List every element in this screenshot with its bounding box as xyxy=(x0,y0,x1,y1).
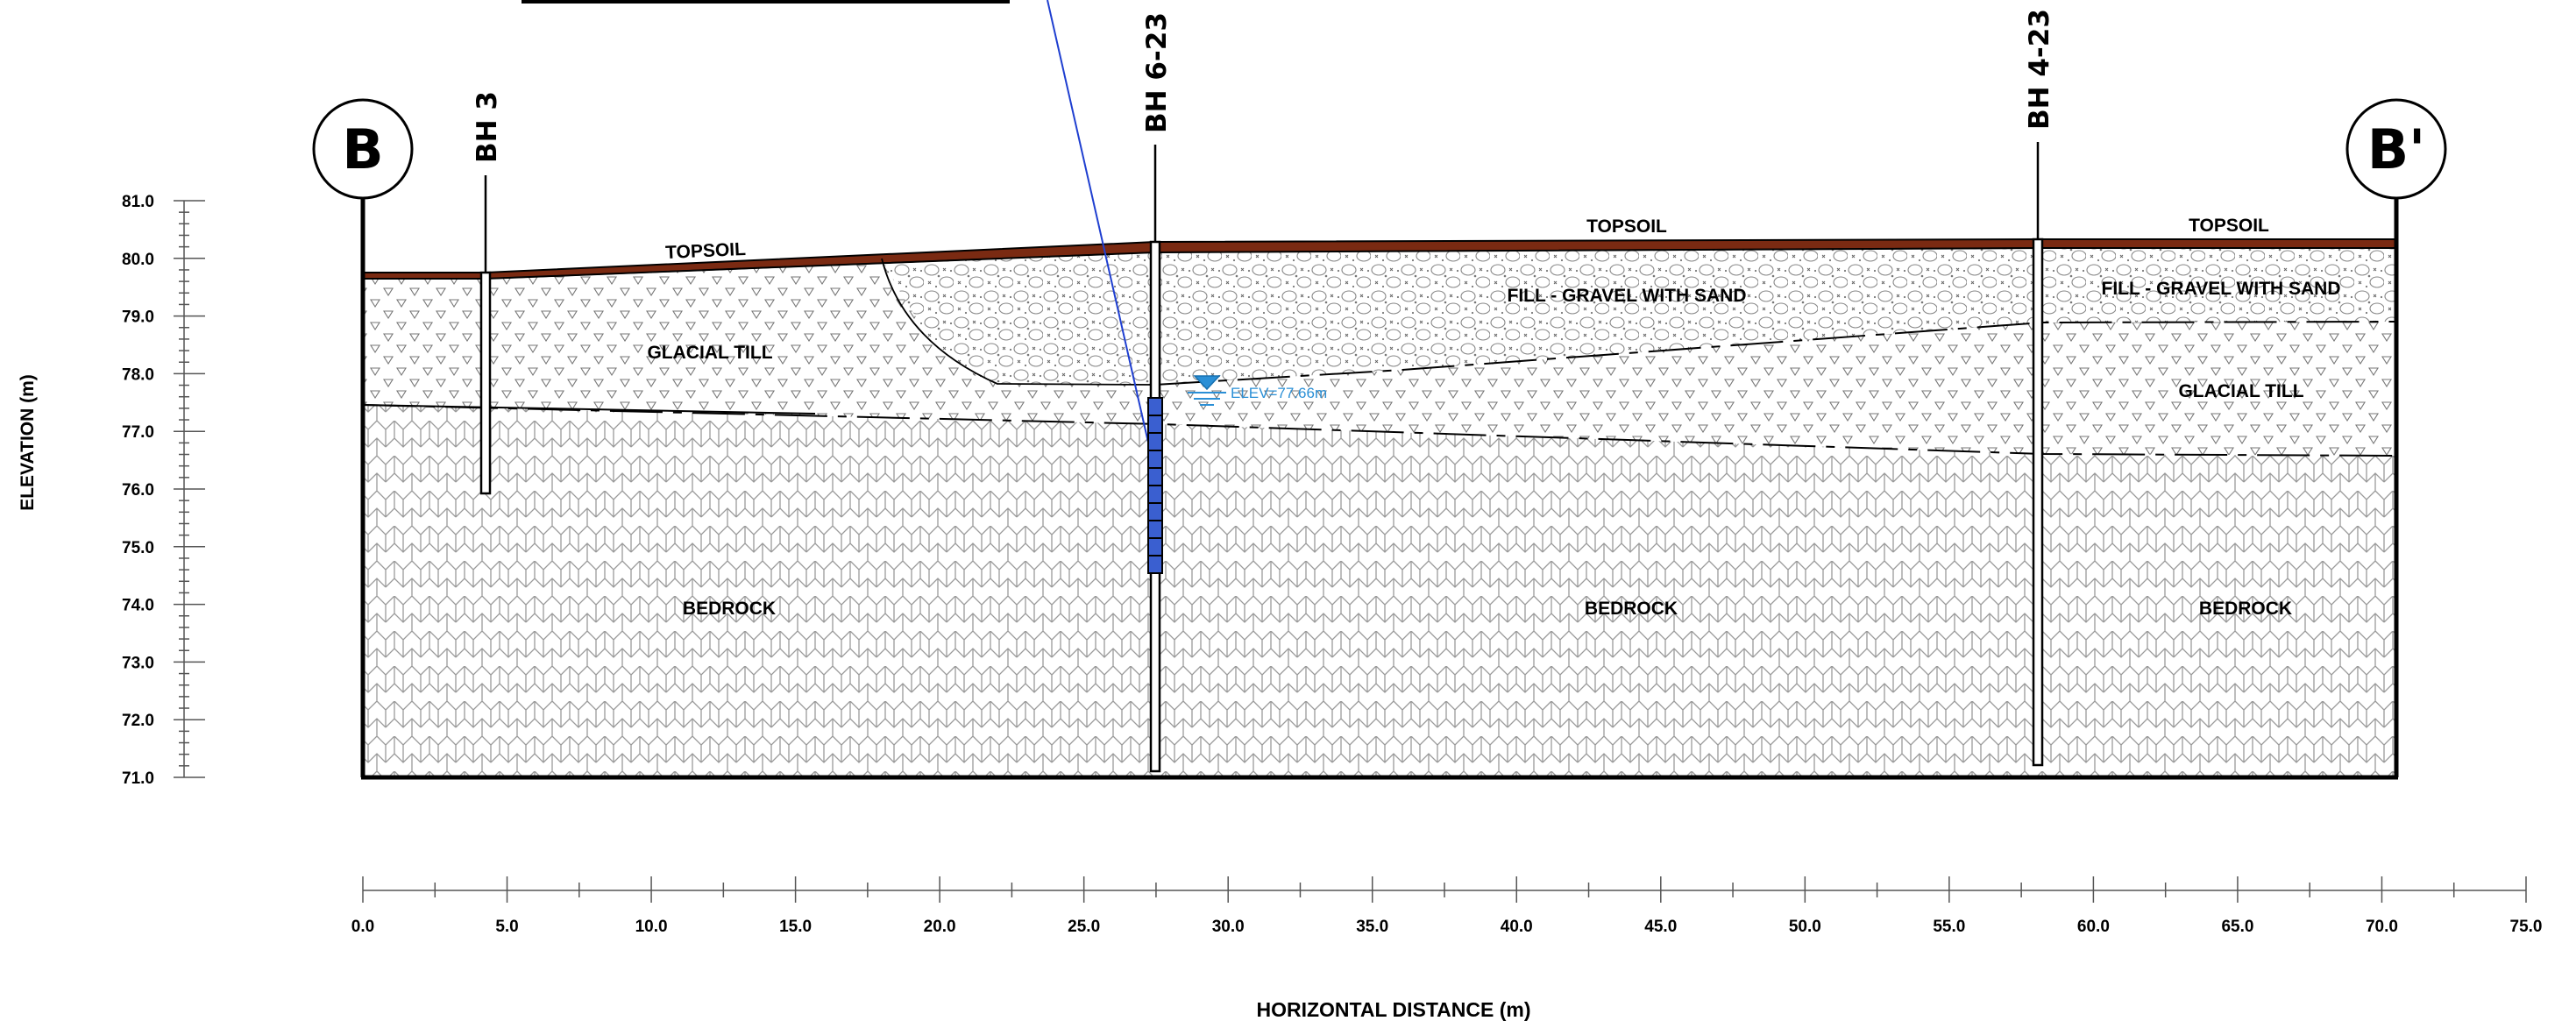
layer-label-bedrock: BEDROCK xyxy=(2199,599,2292,619)
water-triangle-icon xyxy=(1193,375,1221,391)
section-marker-end-label: B' xyxy=(2367,117,2425,181)
x-tick-label: 15.0 xyxy=(779,918,812,936)
y-tick-label: 76.0 xyxy=(122,481,154,500)
y-tick-label: 72.0 xyxy=(122,712,154,730)
borehole-label-bh4-23: BH 4-23 xyxy=(2024,9,2055,130)
y-tick-label: 78.0 xyxy=(122,365,154,384)
y-tick-label: 80.0 xyxy=(122,251,154,269)
section-marker-start xyxy=(312,98,414,200)
x-tick-label: 45.0 xyxy=(1644,918,1677,936)
layer-label-glacial-till: GLACIAL TILL xyxy=(2178,381,2303,401)
y-tick-label: 77.0 xyxy=(122,423,154,442)
borehole-bh4-23: BH 4-23 xyxy=(2024,9,2055,767)
layer-label-fill: FILL - GRAVEL WITH SAND xyxy=(2102,279,2341,299)
x-tick-label: 10.0 xyxy=(635,918,668,936)
x-tick-label: 55.0 xyxy=(1933,918,1965,936)
borehole-label-bh6-23: BH 6-23 xyxy=(1141,12,1173,133)
x-tick-label: 0.0 xyxy=(351,918,374,936)
layer-label-topsoil: TOPSOIL xyxy=(1586,216,1667,237)
elevation-axis: 81.0 80.0 79.0 78.0 77.0 76.0 75.0 74.0 73.0 72.0… xyxy=(122,193,205,788)
borehole-bh3: BH 3 xyxy=(472,91,503,495)
y-tick-label: 75.0 xyxy=(122,539,154,557)
section-marker-end xyxy=(2345,98,2447,200)
layer-label-topsoil: TOPSOIL xyxy=(2189,216,2269,236)
x-tick-label: 20.0 xyxy=(924,918,956,936)
layer-label-bedrock: BEDROCK xyxy=(1585,599,1678,619)
x-tick-label: 35.0 xyxy=(1356,918,1388,936)
x-axis-title: HORIZONTAL DISTANCE (m) xyxy=(1256,998,1530,1021)
x-tick-label: 30.0 xyxy=(1212,918,1245,936)
x-tick-label: 5.0 xyxy=(495,918,518,936)
x-tick-label: 40.0 xyxy=(1501,918,1533,936)
section-marker-start-label: B xyxy=(342,117,383,181)
fill-gravel-unit xyxy=(882,245,2396,385)
x-tick-label: 65.0 xyxy=(2221,918,2253,936)
layer-label-fill: FILL - GRAVEL WITH SAND xyxy=(1508,286,1747,306)
borehole-label-bh3: BH 3 xyxy=(472,91,503,163)
glacial-till-unit xyxy=(363,259,2396,456)
borehole-bh6-23: BH 6-23 xyxy=(1141,12,1173,773)
y-tick-label: 74.0 xyxy=(122,597,154,615)
y-tick-label: 73.0 xyxy=(122,654,154,672)
x-tick-label: 50.0 xyxy=(1789,918,1821,936)
y-axis-title: ELEVATION (m) xyxy=(18,374,38,511)
x-tick-label: 75.0 xyxy=(2510,918,2543,936)
x-tick-label: 25.0 xyxy=(1068,918,1100,936)
layer-label-topsoil: TOPSOIL xyxy=(665,239,747,263)
layer-label-glacial-till: GLACIAL TILL xyxy=(647,343,772,363)
bedrock-unit xyxy=(363,405,2396,777)
y-tick-label: 71.0 xyxy=(122,769,154,788)
water-level-label: ELEV=77.66m xyxy=(1231,385,1327,401)
x-tick-label: 70.0 xyxy=(2366,918,2398,936)
layer-label-bedrock: BEDROCK xyxy=(683,599,776,619)
x-tick-label: 60.0 xyxy=(2077,918,2110,936)
y-tick-label: 79.0 xyxy=(122,308,154,327)
water-level-marker: ELEV=77.66m xyxy=(1188,375,1327,406)
y-tick-label: 81.0 xyxy=(122,193,154,211)
leader-line xyxy=(1047,0,1154,466)
horizontal-distance-axis: 0.0 5.0 10.0 15.0 20.0 25.0 30.0 35.0 40.0 45.0 50… xyxy=(351,876,2543,936)
